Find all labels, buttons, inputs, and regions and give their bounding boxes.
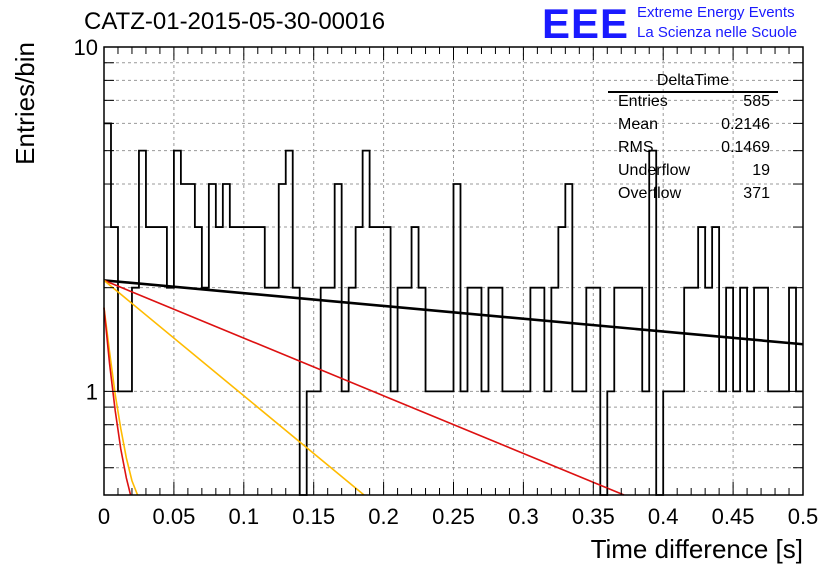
stats-value: 585 bbox=[743, 93, 770, 110]
y-tick-label: 1 bbox=[86, 379, 98, 404]
fit-curve bbox=[103, 307, 132, 496]
stats-value: 0.2146 bbox=[721, 116, 770, 133]
stats-box-title: DeltaTime bbox=[656, 72, 730, 89]
stats-value: 371 bbox=[743, 185, 770, 202]
x-tick-label: 0.15 bbox=[292, 504, 335, 529]
stats-key: Overflow bbox=[618, 185, 682, 202]
x-tick-label: 0.05 bbox=[152, 504, 195, 529]
stats-key: Underflow bbox=[618, 162, 691, 179]
fit-curve bbox=[103, 279, 804, 346]
fit-curve bbox=[103, 279, 625, 496]
eee-logo: EEE bbox=[542, 0, 630, 47]
histogram-step bbox=[104, 122, 803, 496]
x-tick-label: 0.25 bbox=[432, 504, 475, 529]
logo-line-2: La Scienza nelle Scuole bbox=[637, 24, 798, 41]
y-axis-label: Entries/bin bbox=[10, 42, 40, 165]
x-axis-label: Time difference [s] bbox=[591, 534, 803, 564]
stats-value: 19 bbox=[752, 162, 770, 179]
x-tick-label: 0.4 bbox=[648, 504, 679, 529]
fit-curve bbox=[103, 307, 139, 496]
fit-curve bbox=[103, 279, 365, 496]
x-tick-label: 0.5 bbox=[788, 504, 819, 529]
x-tick-label: 0.35 bbox=[572, 504, 615, 529]
logo-line-1: Extreme Energy Events bbox=[637, 4, 795, 21]
run-title: CATZ-01-2015-05-30-00016 bbox=[84, 8, 386, 35]
stats-key: Entries bbox=[618, 93, 668, 110]
y-tick-label: 10 bbox=[74, 35, 98, 60]
stats-key: Mean bbox=[618, 116, 659, 133]
x-tick-label: 0.45 bbox=[712, 504, 755, 529]
x-tick-label: 0 bbox=[98, 504, 110, 529]
x-tick-label: 0.2 bbox=[368, 504, 399, 529]
stats-value: 0.1469 bbox=[721, 139, 770, 156]
x-tick-label: 0.1 bbox=[229, 504, 260, 529]
x-tick-label: 0.3 bbox=[508, 504, 539, 529]
stats-key: RMS bbox=[618, 139, 654, 156]
